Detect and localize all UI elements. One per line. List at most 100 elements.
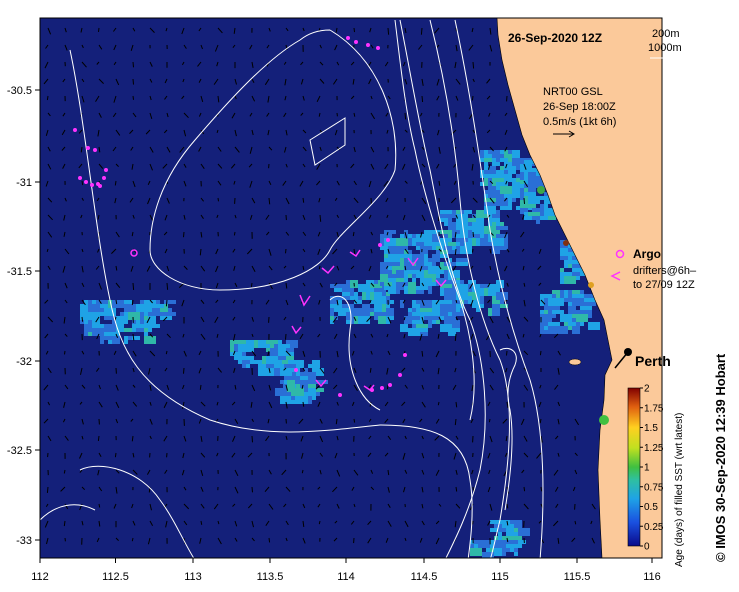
current-arrow: [217, 180, 222, 186]
sst-cell: [568, 256, 572, 264]
current-arrow: [251, 95, 256, 102]
sst-cell: [432, 270, 436, 274]
contour-line: [454, 19, 544, 558]
current-arrow: [402, 299, 406, 304]
current-arrow: [183, 503, 190, 510]
current-arrow: [421, 503, 424, 509]
sst-cell: [528, 196, 536, 204]
sst-cell: [536, 196, 540, 204]
current-arrow: [489, 367, 495, 374]
sst-cell: [308, 396, 312, 404]
sst-cell: [404, 316, 412, 324]
sst-cell: [464, 210, 472, 214]
current-arrow: [147, 197, 151, 205]
y-tick-label: -32: [16, 356, 32, 368]
current-arrow: [302, 520, 305, 527]
current-arrow: [95, 265, 100, 270]
sst-cell: [552, 310, 564, 314]
current-arrow: [333, 537, 338, 542]
current-arrow: [45, 350, 49, 355]
current-arrow: [522, 214, 525, 220]
current-arrow: [200, 452, 206, 458]
current-arrow: [285, 384, 288, 391]
current-arrow: [183, 350, 187, 357]
sst-cell: [472, 222, 484, 226]
sst-cell: [350, 316, 354, 324]
current-arrow: [233, 180, 236, 185]
current-arrow: [387, 95, 391, 100]
current-arrow: [217, 146, 222, 152]
current-arrow: [486, 129, 491, 134]
sst-cell: [380, 246, 392, 250]
current-arrow: [434, 435, 440, 441]
current-arrow: [506, 537, 509, 543]
current-arrow: [523, 282, 526, 287]
current-arrow: [333, 367, 338, 374]
sst-cell: [518, 540, 526, 544]
current-arrow: [164, 248, 168, 254]
current-arrow: [216, 129, 219, 134]
contour-line: [399, 19, 486, 558]
current-arrow: [182, 384, 185, 390]
current-arrow: [165, 520, 168, 528]
current-arrow: [487, 452, 491, 459]
current-arrow: [421, 316, 425, 324]
current-arrow: [536, 452, 542, 459]
sst-cell: [464, 246, 472, 254]
sst-cell: [510, 536, 514, 540]
current-arrow: [505, 435, 508, 442]
sst-cell: [80, 304, 88, 312]
current-arrow: [285, 27, 289, 32]
current-arrow: [553, 520, 559, 527]
current-arrow: [384, 163, 389, 170]
current-arrow: [98, 146, 101, 153]
current-arrow: [370, 282, 375, 287]
current-arrow: [198, 78, 202, 83]
current-arrow: [265, 299, 270, 305]
current-arrow: [370, 350, 373, 355]
current-arrow: [487, 401, 491, 407]
colorbar-tick-label: 1: [644, 463, 650, 474]
sst-cell: [452, 300, 460, 304]
sst-cell: [474, 544, 478, 548]
sst-cell: [370, 292, 382, 300]
current-arrow: [283, 112, 287, 118]
contour-line: [79, 465, 195, 558]
current-arrow: [250, 282, 253, 287]
current-arrow: [163, 231, 168, 236]
current-arrow: [553, 333, 559, 339]
current-arrow: [200, 95, 204, 103]
current-arrow: [165, 299, 168, 307]
sst-cell: [362, 304, 370, 312]
sst-cell: [480, 150, 484, 158]
current-arrow: [247, 452, 253, 458]
current-arrow: [404, 180, 408, 184]
sst-cell: [472, 238, 476, 246]
sst-cell: [496, 284, 504, 288]
sst-cell: [420, 316, 424, 324]
current-arrow: [164, 214, 168, 221]
current-arrow: [368, 418, 372, 422]
current-arrow: [200, 44, 203, 50]
current-arrow: [369, 27, 372, 33]
current-arrow: [537, 265, 542, 270]
current-arrow: [149, 520, 154, 526]
current-arrow: [149, 95, 152, 101]
sst-cell: [580, 322, 584, 326]
perth-pointer: [614, 351, 629, 369]
sst-cell: [330, 296, 342, 300]
current-arrow: [386, 129, 389, 134]
contour-line: [69, 49, 473, 558]
sst-cell: [470, 548, 482, 556]
current-arrow: [334, 452, 338, 459]
sst-cell: [132, 336, 140, 340]
sst-cell: [572, 272, 580, 276]
current-arrow: [489, 384, 494, 391]
y-tick-label: -33: [16, 535, 32, 547]
current-arrow: [267, 418, 270, 424]
current-arrow: [146, 265, 151, 272]
depth-legend-1000: 1000m: [648, 42, 682, 54]
current-arrow: [198, 367, 202, 374]
x-tick-label: 115.5: [564, 571, 591, 583]
current-arrow: [404, 129, 408, 133]
